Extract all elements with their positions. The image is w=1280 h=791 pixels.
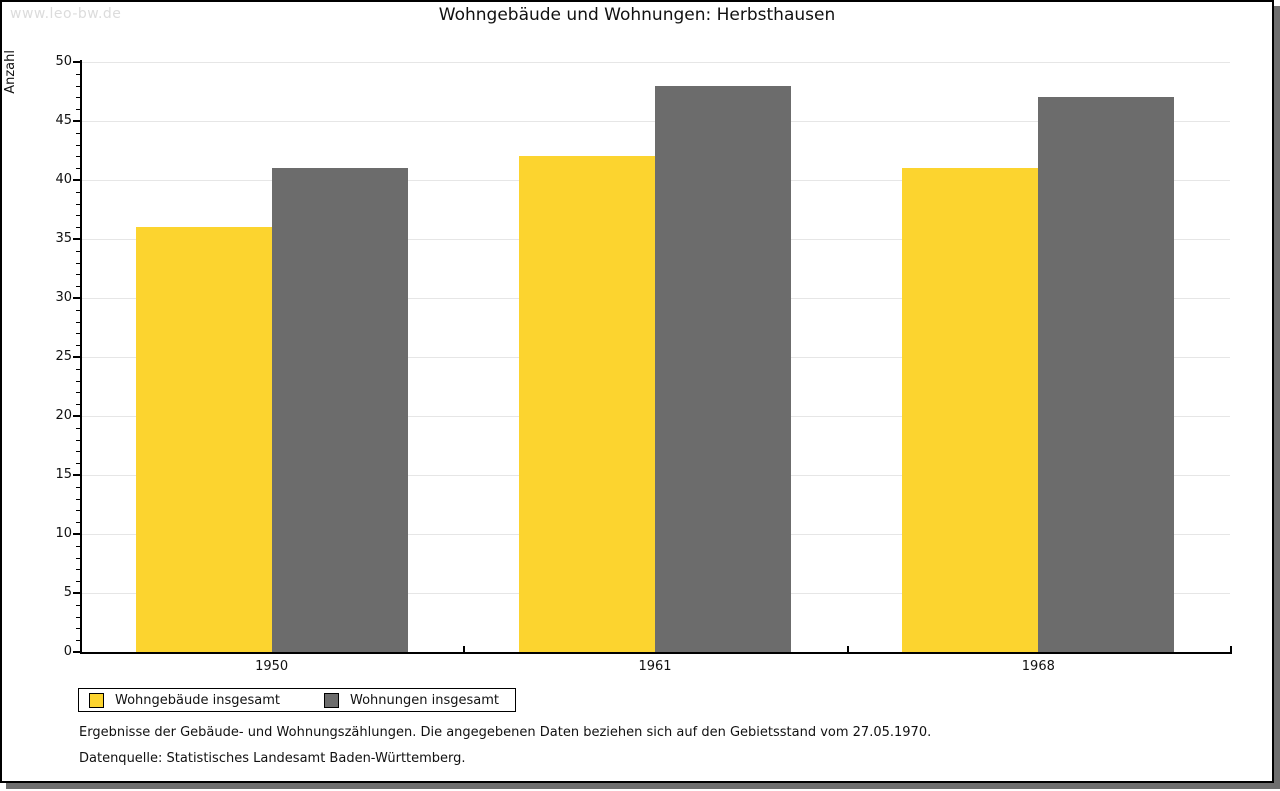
y-minor-tick — [76, 510, 80, 512]
y-minor-tick — [76, 392, 80, 394]
x-boundary-tick — [463, 646, 466, 652]
chart-title: Wohngebäude und Wohnungen: Herbsthausen — [438, 5, 836, 25]
x-tick-label: 1950 — [255, 659, 289, 674]
y-major-tick — [73, 474, 80, 476]
footnote-line: Datenquelle: Statistisches Landesamt Bad… — [79, 751, 466, 766]
y-axis-line — [80, 60, 82, 654]
y-tick-label: 30 — [55, 290, 72, 305]
y-minor-tick — [76, 191, 80, 193]
y-minor-tick — [76, 604, 80, 606]
y-minor-tick — [76, 97, 80, 99]
y-minor-tick — [76, 380, 80, 382]
y-minor-tick — [76, 486, 80, 488]
legend-swatch-icon — [324, 692, 339, 708]
legend-swatch-icon — [89, 692, 104, 708]
legend: Wohngebäude insgesamt Wohnungen insgesamt — [78, 688, 516, 712]
legend-item: Wohngebäude insgesamt — [89, 692, 280, 708]
y-minor-tick — [76, 286, 80, 288]
footnote-line: Ergebnisse der Gebäude- und Wohnungszähl… — [79, 725, 932, 740]
y-major-tick — [73, 238, 80, 240]
y-tick-label: 20 — [55, 408, 72, 423]
y-tick-label: 45 — [55, 113, 72, 128]
y-minor-tick — [76, 557, 80, 559]
y-minor-tick — [76, 274, 80, 276]
y-tick-label: 0 — [63, 644, 72, 659]
legend-item: Wohnungen insgesamt — [324, 692, 499, 708]
y-major-tick — [73, 120, 80, 122]
y-minor-tick — [76, 250, 80, 252]
y-minor-tick — [76, 616, 80, 618]
y-major-tick — [73, 297, 80, 299]
y-minor-tick — [76, 451, 80, 453]
y-minor-tick — [76, 168, 80, 170]
legend-label: Wohngebäude insgesamt — [115, 692, 280, 708]
x-tick-label: 1968 — [1021, 659, 1055, 674]
y-major-tick — [73, 533, 80, 535]
plot-area: 0 5 10 15 20 25 30 35 40 45 50 1950 1961 1968 — [2, 2, 1272, 781]
y-minor-tick — [76, 144, 80, 146]
y-tick-label: 5 — [63, 585, 72, 600]
y-tick-label: 25 — [55, 349, 72, 364]
y-major-tick — [73, 61, 80, 63]
bar-wohnungen-1961 — [655, 85, 791, 652]
x-tick-label: 1961 — [638, 659, 672, 674]
y-tick-label: 35 — [55, 231, 72, 246]
y-minor-tick — [76, 404, 80, 406]
bar-wohnungen-1968 — [1038, 97, 1175, 652]
y-minor-tick — [76, 581, 80, 583]
y-major-tick — [73, 592, 80, 594]
y-minor-tick — [76, 203, 80, 205]
y-minor-tick — [76, 368, 80, 370]
x-axis-line — [80, 652, 1232, 654]
y-minor-tick — [76, 628, 80, 630]
y-tick-label: 50 — [55, 54, 72, 69]
y-major-tick — [73, 356, 80, 358]
bar-wohngebaeude-1961 — [519, 156, 655, 652]
y-minor-tick — [76, 109, 80, 111]
y-minor-tick — [76, 215, 80, 217]
y-minor-tick — [76, 427, 80, 429]
y-minor-tick — [76, 156, 80, 158]
y-tick-label: 40 — [55, 172, 72, 187]
y-minor-tick — [76, 545, 80, 547]
y-minor-tick — [76, 498, 80, 500]
legend-label: Wohnungen insgesamt — [350, 692, 499, 708]
y-minor-tick — [76, 333, 80, 335]
gridline — [82, 62, 1230, 63]
y-minor-tick — [76, 321, 80, 323]
y-minor-tick — [76, 439, 80, 441]
y-minor-tick — [76, 640, 80, 642]
y-minor-tick — [76, 85, 80, 87]
y-minor-tick — [76, 345, 80, 347]
x-boundary-tick — [1230, 646, 1232, 652]
x-boundary-tick — [846, 646, 849, 652]
y-major-tick — [73, 415, 80, 417]
y-tick-label: 10 — [55, 526, 72, 541]
y-minor-tick — [76, 227, 80, 229]
y-minor-tick — [76, 262, 80, 264]
y-minor-tick — [76, 569, 80, 571]
watermark: www.leo-bw.de — [10, 6, 122, 22]
bar-wohngebaeude-1968 — [902, 168, 1039, 652]
y-minor-tick — [76, 132, 80, 134]
bar-wohnungen-1950 — [271, 168, 408, 652]
y-minor-tick — [76, 309, 80, 311]
y-minor-tick — [76, 463, 80, 465]
y-tick-label: 15 — [55, 467, 72, 482]
bar-wohngebaeude-1950 — [135, 227, 272, 652]
y-major-tick — [73, 179, 80, 181]
y-minor-tick — [76, 73, 80, 75]
y-major-tick — [73, 651, 80, 653]
y-minor-tick — [76, 522, 80, 524]
